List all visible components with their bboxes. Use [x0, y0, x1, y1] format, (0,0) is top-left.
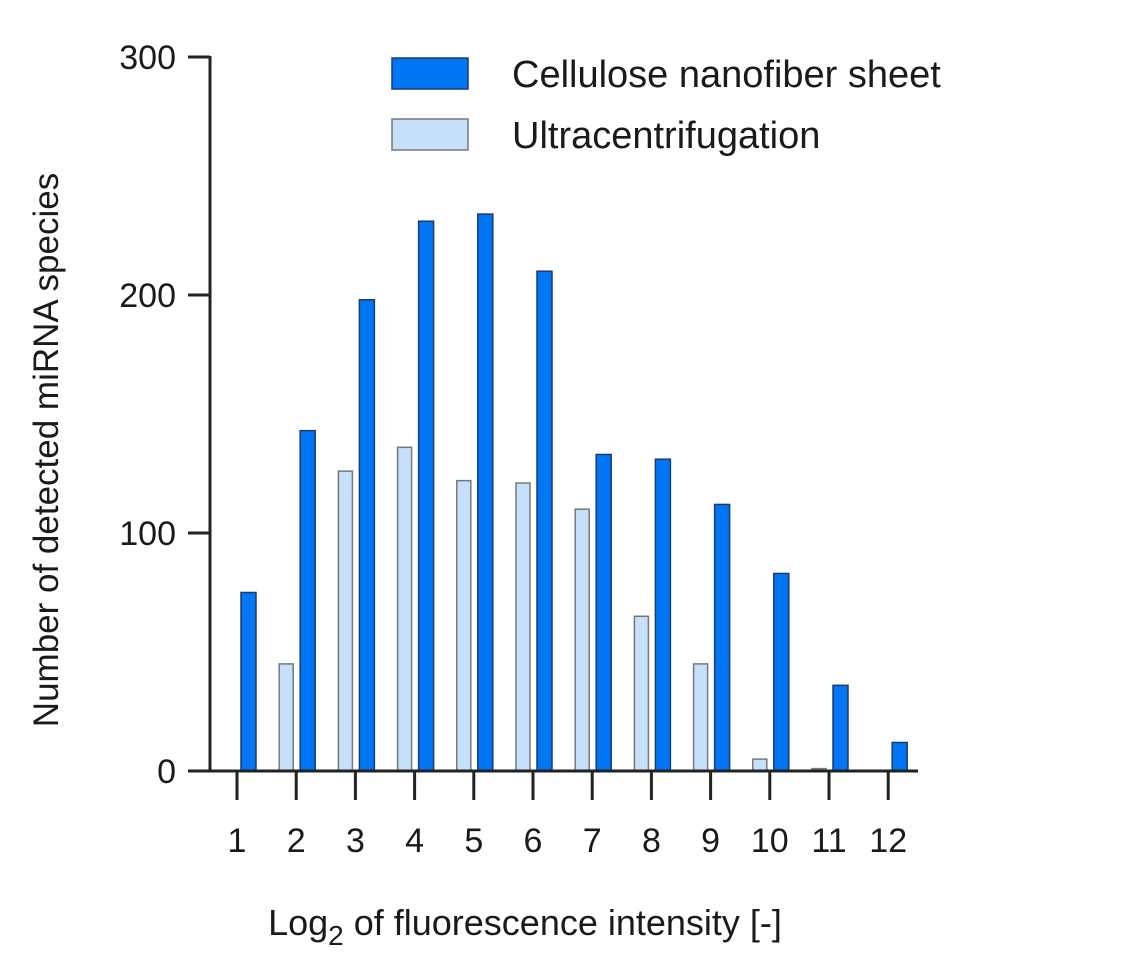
bar-cellulose-3 — [358, 299, 376, 772]
y-tick-label: 200 — [119, 277, 176, 315]
x-axis-label-rest: of fluorescence intensity [-] — [344, 902, 782, 943]
bar-cellulose-11 — [832, 684, 849, 772]
legend-swatch — [391, 118, 469, 151]
bar-cellulose-8 — [654, 458, 672, 772]
x-tick-label: 3 — [346, 822, 365, 860]
bar-cellulose-4 — [417, 220, 435, 772]
bar-cellulose-6 — [536, 270, 553, 772]
legend-label: Ultracentrifugation — [512, 115, 820, 157]
bar-cellulose-12 — [891, 741, 908, 772]
legend-label: Cellulose nanofiber sheet — [512, 54, 941, 96]
x-tick-label: 8 — [642, 822, 661, 860]
bar-cellulose-9 — [713, 503, 731, 772]
legend-swatch — [391, 57, 469, 90]
x-tick-label: 10 — [751, 822, 789, 860]
bar-ultracentrifugation-4 — [396, 446, 413, 772]
bar-ultracentrifugation-7 — [574, 508, 590, 772]
bar-ultracentrifugation-2 — [278, 663, 294, 772]
x-tick-label: 7 — [583, 822, 602, 860]
x-tick-label: 4 — [405, 822, 424, 860]
x-tick-label: 9 — [701, 822, 720, 860]
bar-ultracentrifugation-3 — [337, 470, 354, 772]
x-axis-label: Log2 of fluorescence intensity [-] — [268, 902, 782, 951]
y-tick-label: 300 — [119, 39, 176, 77]
bar-ultracentrifugation-5 — [456, 479, 472, 772]
bar-cellulose-1 — [240, 591, 257, 772]
y-axis-label: Number of detected miRNA species — [27, 173, 66, 727]
x-axis-label-main: Log — [268, 902, 328, 943]
x-axis-label-subscript: 2 — [328, 920, 344, 951]
x-tick-label: 12 — [869, 822, 907, 860]
x-tick-label: 1 — [228, 822, 247, 860]
y-tick-label: 0 — [157, 753, 176, 791]
x-tick-label: 11 — [811, 822, 846, 860]
x-tick-label: 5 — [464, 822, 483, 860]
bar-ultracentrifugation-8 — [633, 615, 650, 772]
bar-cellulose-10 — [773, 572, 790, 772]
x-tick-label: 2 — [287, 822, 306, 860]
bar-ultracentrifugation-9 — [692, 663, 709, 772]
bar-ultracentrifugation-6 — [515, 482, 531, 772]
bar-ultracentrifugation-10 — [752, 758, 768, 772]
bar-cellulose-2 — [299, 429, 316, 772]
bar-cellulose-5 — [477, 213, 494, 772]
bar-cellulose-7 — [595, 453, 612, 772]
y-tick-label: 100 — [119, 515, 176, 553]
x-tick-label: 6 — [524, 822, 543, 860]
